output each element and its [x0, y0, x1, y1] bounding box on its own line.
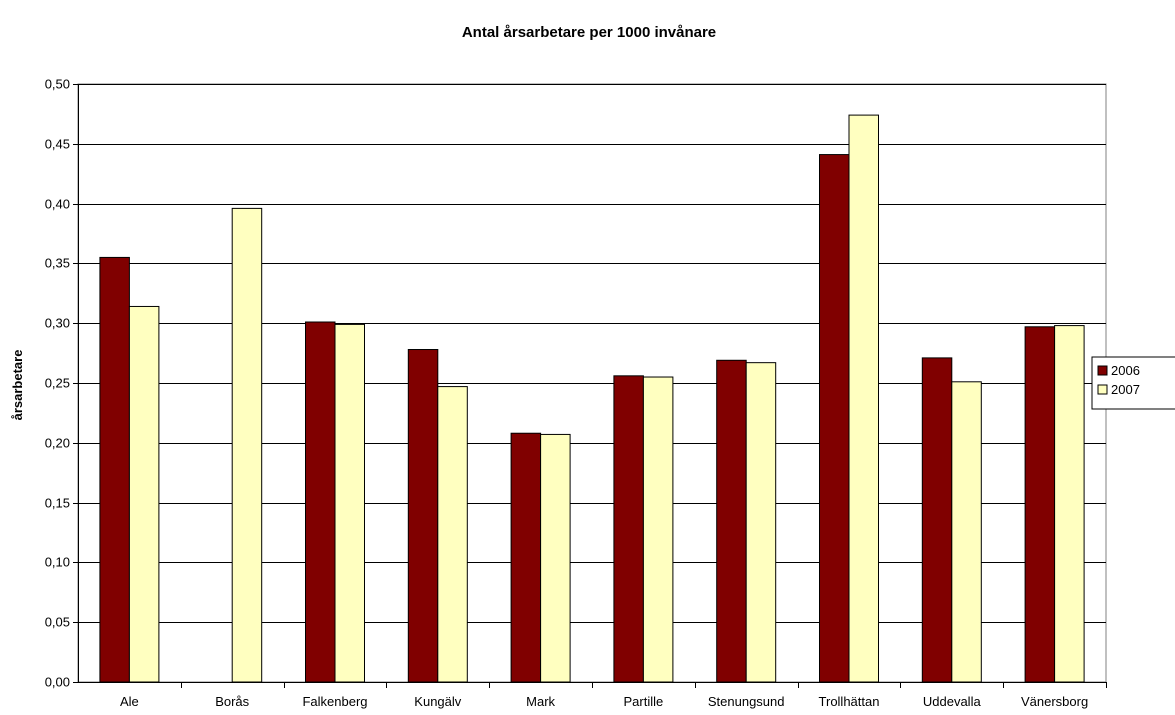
bar-2007-Uddevalla: [951, 381, 982, 683]
y-tick-label: 0,00: [45, 675, 70, 690]
bar-2007-Mark: [540, 433, 571, 683]
axes: [73, 84, 1107, 688]
y-tick-label: 0,15: [45, 496, 70, 511]
y-tick-label: 0,05: [45, 615, 70, 630]
x-tick-labels: Ale Borås Falkenberg Kungälv Mark Partille Ste…: [120, 694, 1088, 709]
y-tick-label: 0,20: [45, 436, 70, 451]
bar-2007-Trollhättan: [848, 114, 879, 683]
bar-2006-Vänersborg: [1024, 326, 1056, 683]
legend-label-2006: 2006: [1111, 363, 1140, 378]
bar-2007-Ale: [128, 305, 160, 683]
x-tick-label: Vänersborg: [1021, 694, 1088, 709]
legend: 2006 2007: [1091, 356, 1175, 410]
x-tick-label: Falkenberg: [302, 694, 367, 709]
y-axis-label: årsarbetare: [10, 350, 25, 421]
x-tick-label: Kungälv: [414, 694, 461, 709]
bar-2006-Mark: [510, 432, 542, 683]
bar-2007-Falkenberg: [334, 323, 365, 683]
x-tick-label: Ale: [120, 694, 139, 709]
x-tick-label: Mark: [526, 694, 555, 709]
bar-2006-Trollhättan: [819, 154, 850, 683]
legend-label-2007: 2007: [1111, 382, 1140, 397]
bar-2006-Falkenberg: [305, 321, 336, 683]
x-tick-label: Trollhättan: [819, 694, 880, 709]
y-tick-label: 0,45: [45, 137, 70, 152]
chart-title: Antal årsarbetare per 1000 invånare: [462, 24, 716, 41]
legend-swatch-2006: [1097, 365, 1108, 376]
bar-2006-Uddevalla: [921, 357, 953, 683]
y-tick-label: 0,10: [45, 555, 70, 570]
bar-2007-Vänersborg: [1054, 325, 1085, 683]
y-tick-labels: 0,00 0,05 0,10 0,15 0,20 0,25 0,30 0,35 0,40 0,45…: [45, 77, 70, 690]
bar-2007-Stenungsund: [745, 362, 777, 683]
bar-2007-Partille: [642, 376, 674, 683]
y-tick-label: 0,50: [45, 77, 70, 92]
bar-2007-Borås: [231, 207, 263, 683]
bar-2006-Ale: [99, 256, 130, 683]
legend-swatch-2007: [1097, 384, 1108, 395]
bar-2006-Stenungsund: [716, 359, 747, 683]
y-tick-label: 0,40: [45, 197, 70, 212]
x-tick-label: Partille: [624, 694, 664, 709]
bar-2007-Kungälv: [437, 386, 468, 683]
bar-2006-Partille: [613, 375, 644, 683]
x-tick-label: Uddevalla: [923, 694, 982, 709]
y-tick-label: 0,35: [45, 256, 70, 271]
y-tick-label: 0,30: [45, 316, 70, 331]
y-tick-label: 0,25: [45, 376, 70, 391]
bar-2006-Kungälv: [407, 349, 439, 683]
x-tick-label: Stenungsund: [708, 694, 785, 709]
x-tick-label: Borås: [215, 694, 249, 709]
